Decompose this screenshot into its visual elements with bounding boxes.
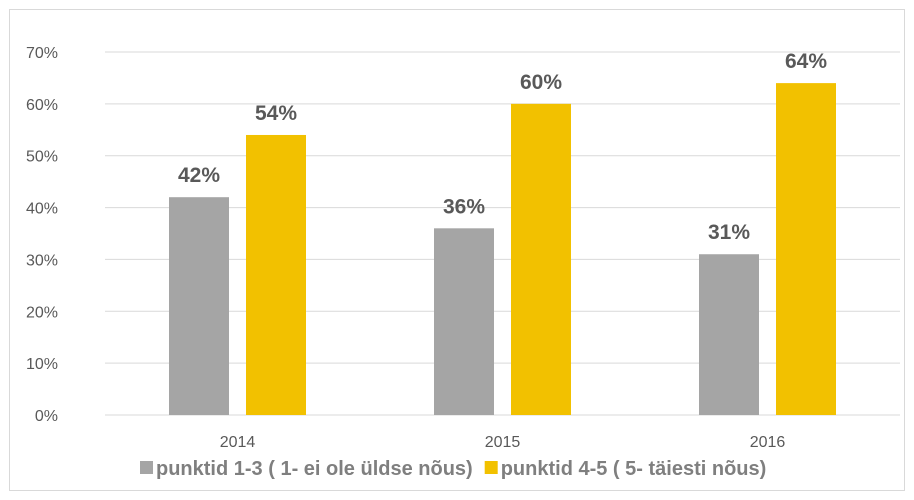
y-tick-label: 20% <box>26 304 58 321</box>
bar-series-1-2016 <box>699 254 759 415</box>
bar-series-2-2015 <box>511 103 571 415</box>
bars <box>169 83 836 415</box>
x-tick-label: 2015 <box>485 434 521 451</box>
data-label: 36% <box>443 195 485 218</box>
y-tick-label: 60% <box>26 97 58 114</box>
legend-label: punktid 1-3 ( 1- ei ole üldse nõus) <box>156 458 473 480</box>
y-tick-label: 10% <box>26 356 58 373</box>
y-tick-label: 50% <box>26 149 58 166</box>
y-tick-label: 0% <box>35 408 58 425</box>
y-tick-label: 40% <box>26 201 58 218</box>
legend-swatch <box>140 461 153 474</box>
x-axis: 2014 2015 2016 <box>220 434 786 451</box>
x-tick-label: 2016 <box>750 434 786 451</box>
y-axis: 0% 10% 20% 30% 40% 50% 60% 70% <box>26 45 58 425</box>
data-label: 54% <box>255 102 297 125</box>
data-label: 42% <box>178 164 220 187</box>
gridlines <box>105 51 900 416</box>
y-tick-label: 70% <box>26 45 58 62</box>
bar-series-2-2016 <box>776 83 836 415</box>
bar-series-1-2015 <box>434 228 494 415</box>
data-label: 64% <box>785 50 827 73</box>
legend-swatch <box>484 461 498 474</box>
legend-label: punktid 4-5 ( 5- täiesti nõus) <box>501 458 767 480</box>
legend: punktid 1-3 ( 1- ei ole üldse nõus) punkt… <box>140 458 766 480</box>
data-label: 31% <box>708 221 750 244</box>
bar-series-2-2014 <box>246 134 306 415</box>
data-labels: 42% 54% 36% 60% 31% 64% <box>178 50 827 244</box>
x-tick-label: 2014 <box>220 434 256 451</box>
data-label: 60% <box>520 71 562 94</box>
y-tick-label: 30% <box>26 252 58 269</box>
bar-series-1-2014 <box>169 197 229 415</box>
